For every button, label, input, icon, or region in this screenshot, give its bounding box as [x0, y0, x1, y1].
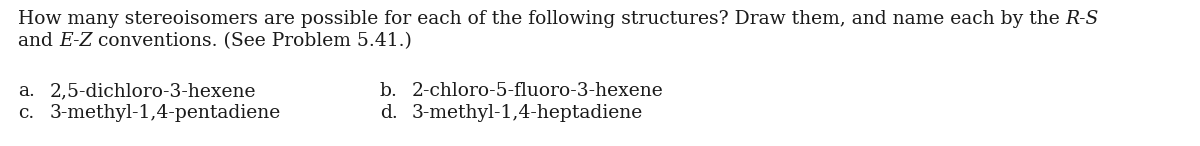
Text: 3-methyl-1,4-pentadiene: 3-methyl-1,4-pentadiene — [50, 104, 281, 122]
Text: How many stereoisomers are possible for each of the following structures? Draw t: How many stereoisomers are possible for … — [18, 10, 1066, 28]
Text: 2-chloro-5-fluoro-3-hexene: 2-chloro-5-fluoro-3-hexene — [412, 82, 664, 100]
Text: conventions. (See Problem 5.41.): conventions. (See Problem 5.41.) — [92, 32, 413, 50]
Text: c.: c. — [18, 104, 35, 122]
Text: d.: d. — [380, 104, 397, 122]
Text: b.: b. — [380, 82, 398, 100]
Text: 2,5-dichloro-3-hexene: 2,5-dichloro-3-hexene — [50, 82, 257, 100]
Text: R-S: R-S — [1066, 10, 1099, 28]
Text: 3-methyl-1,4-heptadiene: 3-methyl-1,4-heptadiene — [412, 104, 643, 122]
Text: E-Z: E-Z — [59, 32, 92, 50]
Text: and: and — [18, 32, 59, 50]
Text: a.: a. — [18, 82, 35, 100]
